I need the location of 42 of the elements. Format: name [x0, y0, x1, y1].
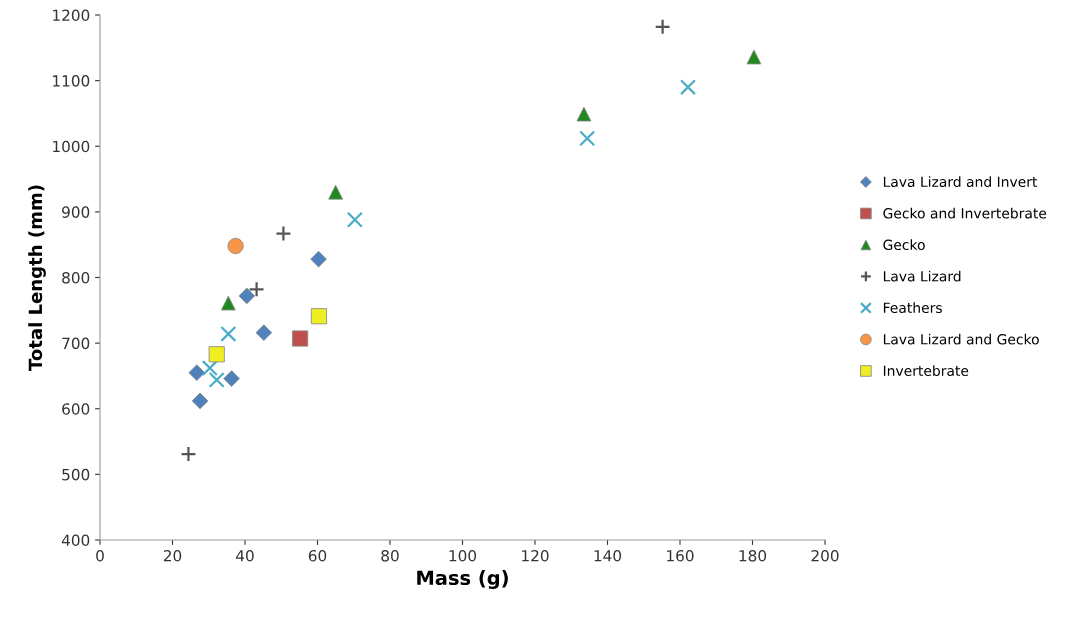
point — [579, 130, 596, 147]
y-tick-label: 500 — [62, 468, 90, 481]
y-tick-label: 800 — [62, 271, 90, 284]
x-tick-label: 0 — [96, 549, 104, 562]
point — [248, 281, 265, 298]
point — [201, 360, 218, 377]
y-tick-label: 700 — [62, 337, 90, 350]
legend-label: Invertebrate — [883, 365, 969, 377]
y-tick-label: 1100 — [53, 75, 90, 87]
x-axis-title: Mass (g) — [417, 570, 508, 590]
x-tick-label: 80 — [381, 549, 399, 562]
x-tick-label: 20 — [163, 549, 182, 562]
legend-label: Feathers — [883, 302, 942, 314]
point — [310, 308, 328, 325]
legend-label: Gecko and Invertebrate — [883, 207, 1047, 219]
point — [346, 211, 363, 228]
legend-label: Lava Lizard — [883, 270, 961, 282]
x-tick-label: 180 — [739, 549, 767, 562]
point — [180, 445, 197, 463]
x-tick-label: 160 — [667, 549, 694, 562]
y-tick-label: 600 — [62, 403, 90, 415]
x-tick-label: 60 — [308, 549, 327, 562]
x-tick-label: 40 — [236, 549, 254, 562]
y-tick-label: 1000 — [53, 140, 90, 153]
legend-label: Gecko — [883, 239, 925, 251]
point — [292, 330, 309, 347]
y-tick-label: 900 — [62, 206, 90, 218]
legend-label: Lava Lizard and Gecko — [883, 333, 1039, 345]
point — [255, 324, 273, 341]
legend-label: Lava Lizard and Invert — [883, 176, 1038, 188]
point — [679, 79, 697, 96]
x-tick-label: 120 — [522, 549, 549, 562]
point — [654, 18, 671, 35]
y-axis-title: Total Length (mm) — [28, 185, 46, 371]
point — [275, 225, 292, 242]
y-tick-label: 1200 — [53, 9, 90, 22]
x-tick-label: 100 — [449, 549, 477, 562]
x-tick-label: 200 — [811, 549, 839, 562]
x-tick-label: 140 — [594, 549, 622, 562]
point — [208, 371, 225, 388]
y-tick-label: 400 — [61, 534, 90, 547]
point — [220, 325, 237, 342]
